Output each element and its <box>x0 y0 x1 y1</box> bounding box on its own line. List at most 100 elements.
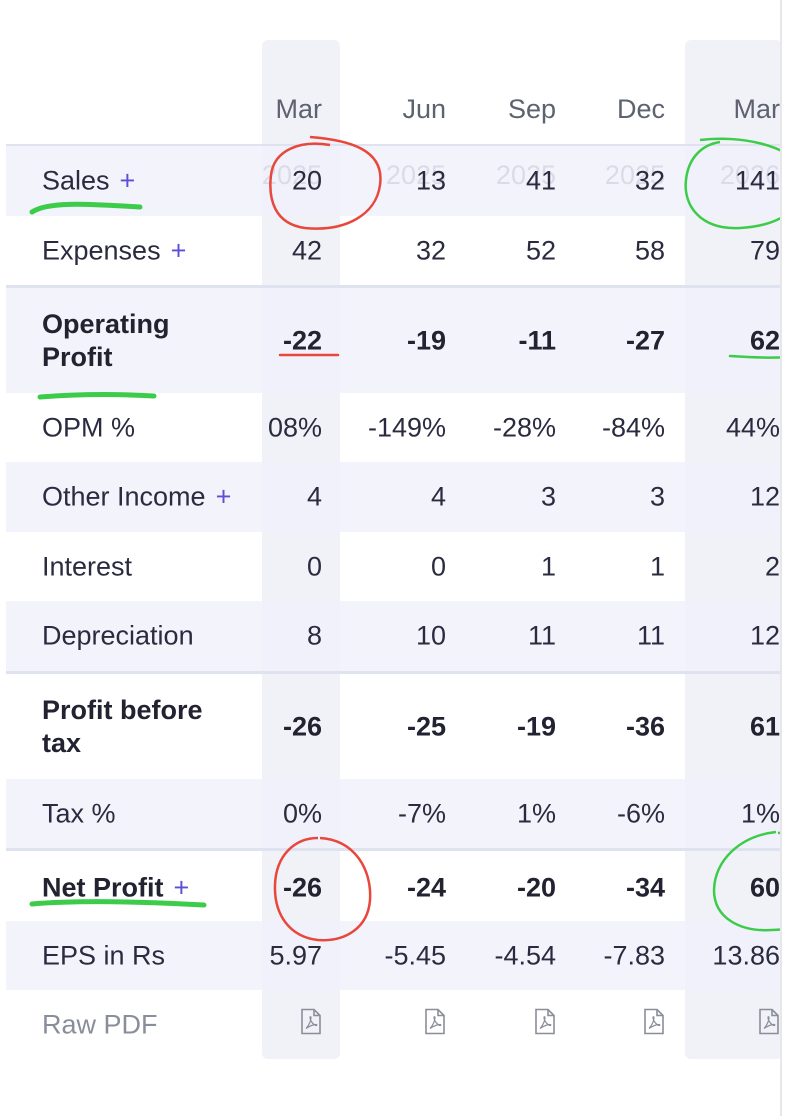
table-cell: 1% <box>740 798 780 828</box>
table-row-profit-before-tax: Profit before tax -26 -25 -19 -36 61 <box>0 671 782 779</box>
row-label-text: Other Income <box>42 481 206 512</box>
row-label-raw-pdf: Raw PDF <box>42 1009 158 1040</box>
table-row-net-profit: Net Profit + -26 -24 -20 -34 60 <box>0 848 782 924</box>
row-label-tax: Tax % <box>42 798 116 828</box>
table-row-other-income: Other Income + 4 4 3 3 12 <box>0 462 782 532</box>
table-cell: -26 <box>282 872 322 902</box>
table-cell: -19 <box>406 325 446 355</box>
table-cell: 4 <box>430 481 446 512</box>
table-cell: 12 <box>749 481 780 512</box>
table-cell: 52 <box>525 235 556 265</box>
table-cell: -7% <box>397 798 446 828</box>
table-cell: 79 <box>749 235 780 265</box>
table-cell: 10 <box>415 620 446 651</box>
table-cell: 32 <box>415 235 446 265</box>
left-edge <box>0 0 6 1116</box>
column-month: Mar <box>733 94 781 124</box>
table-cell: 1 <box>540 551 556 581</box>
table-cell: -149% <box>367 412 446 442</box>
table-cell: 141 <box>734 165 780 196</box>
table-cell: 1% <box>516 798 556 828</box>
row-label-interest: Interest <box>42 551 133 581</box>
table-cell: 3 <box>540 481 556 512</box>
table-cell: -28% <box>492 412 556 442</box>
table-cell: -27 <box>625 325 665 355</box>
table-cell: -26 <box>282 711 322 741</box>
header-divider <box>0 144 782 146</box>
table-cell: 2 <box>764 551 780 581</box>
expand-plus-icon[interactable]: + <box>119 165 136 196</box>
pdf-file-icon[interactable] <box>534 1008 556 1042</box>
row-label-text: Sales <box>42 165 110 196</box>
row-label-sales[interactable]: Sales + <box>42 165 135 198</box>
row-label-operating-profit: Operating Profit <box>42 308 170 372</box>
table-row-depreciation: Depreciation 8 10 11 11 12 <box>0 601 782 671</box>
table-cell: -19 <box>516 711 556 741</box>
table-cell: 58 <box>634 235 665 265</box>
pdf-file-icon[interactable] <box>758 1008 780 1042</box>
table-row-interest: Interest 0 0 1 1 2 <box>0 532 782 601</box>
table-cell: -20 <box>516 872 556 902</box>
table-cell: -5.45 <box>384 940 446 970</box>
table-cell: 0 <box>430 551 446 581</box>
table-row-expenses: Expenses + 42 32 52 58 79 <box>0 216 782 285</box>
table-cell: 1 <box>649 551 665 581</box>
table-cell: 11 <box>527 620 556 651</box>
table-row-operating-profit: Operating Profit -22 -19 -11 -27 62 <box>0 285 782 393</box>
column-month: Jun <box>402 94 446 124</box>
table-cell: 32 <box>634 165 665 196</box>
row-label-text: Net Profit <box>42 872 164 902</box>
table-cell: 3 <box>649 481 665 512</box>
pdf-file-icon[interactable] <box>300 1008 322 1042</box>
table-cell: 44% <box>725 412 780 442</box>
table-row-sales: Sales + 20 13 41 32 141 <box>0 146 782 216</box>
column-month: Sep <box>507 94 556 124</box>
table-cell: 08% <box>267 412 322 442</box>
table-cell: 62 <box>749 325 780 355</box>
expand-plus-icon[interactable]: + <box>215 481 232 512</box>
table-header: Mar 2025 Jun 2025 Sep 2025 Dec 2025 Mar … <box>0 54 782 190</box>
row-label-other-income[interactable]: Other Income + <box>42 481 231 514</box>
column-month: Dec <box>616 94 665 124</box>
row-label-expenses[interactable]: Expenses + <box>42 234 186 267</box>
row-label-depreciation: Depreciation <box>42 620 194 651</box>
scrollbar-track[interactable] <box>780 0 806 1116</box>
table-cell: 13.86 <box>712 940 780 970</box>
table-cell: 4 <box>306 481 322 512</box>
table-cell: -84% <box>601 412 665 442</box>
row-label-net-profit[interactable]: Net Profit + <box>42 871 189 904</box>
table-cell: 60 <box>749 872 780 902</box>
table-cell: -6% <box>616 798 665 828</box>
table-cell: -24 <box>406 872 446 902</box>
table-cell: 11 <box>636 620 665 651</box>
table-cell: 20 <box>291 165 322 196</box>
table-cell: 5.97 <box>269 940 322 970</box>
expand-plus-icon[interactable]: + <box>173 872 190 902</box>
table-cell: 13 <box>415 165 446 196</box>
table-cell: 0% <box>282 798 322 828</box>
table-cell: -34 <box>625 872 665 902</box>
table-cell: -4.54 <box>494 940 556 970</box>
table-cell: -25 <box>406 711 446 741</box>
table-cell: 42 <box>291 235 322 265</box>
table-cell: 41 <box>525 165 556 196</box>
row-label-profit-before-tax: Profit before tax <box>42 694 203 758</box>
column-month: Mar <box>275 94 323 124</box>
expand-plus-icon[interactable]: + <box>170 235 187 265</box>
table-cell: 0 <box>306 551 322 581</box>
table-cell: -11 <box>518 325 556 355</box>
row-label-text: Expenses <box>42 235 161 265</box>
table-cell: 8 <box>306 620 322 651</box>
table-cell: 12 <box>749 620 780 651</box>
table-row-eps: EPS in Rs 5.97 -5.45 -4.54 -7.83 13.86 <box>0 921 782 990</box>
row-label-eps: EPS in Rs <box>42 940 166 970</box>
pdf-file-icon[interactable] <box>643 1008 665 1042</box>
table-row-opm: OPM % 08% -149% -28% -84% 44% <box>0 393 782 462</box>
table-row-raw-pdf: Raw PDF <box>0 990 782 1060</box>
row-label-opm: OPM % <box>42 412 136 442</box>
table-cell: -36 <box>625 711 665 741</box>
table-cell: 61 <box>749 711 780 741</box>
pdf-file-icon[interactable] <box>424 1008 446 1042</box>
table-cell: -7.83 <box>603 940 665 970</box>
table-cell: -22 <box>282 325 322 355</box>
